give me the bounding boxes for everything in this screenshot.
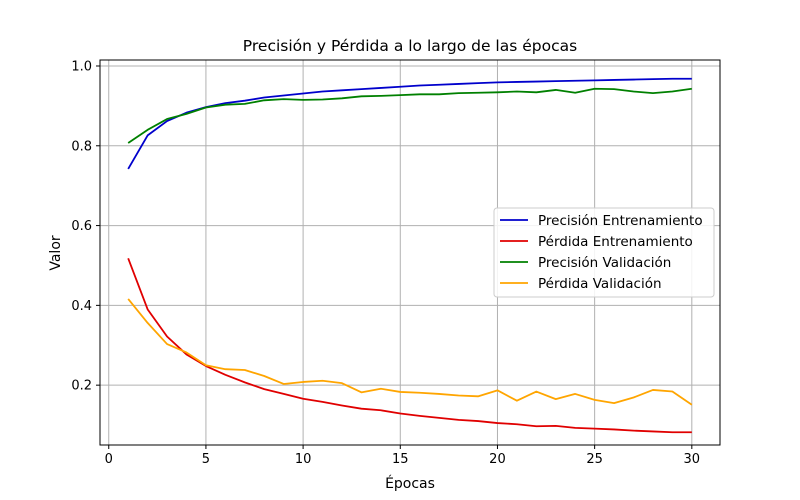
- x-axis-label: Épocas: [385, 475, 435, 492]
- x-tick-label: 10: [295, 452, 312, 467]
- x-tick-label: 5: [202, 452, 210, 467]
- x-tick-label: 25: [586, 452, 603, 467]
- y-tick-label: 0.6: [71, 219, 92, 234]
- legend: Precisión Entrenamiento Pérdida Entrenami…: [493, 207, 715, 298]
- y-tick-label: 0.8: [71, 139, 92, 154]
- x-tick-label: 30: [684, 452, 701, 467]
- legend-box: [493, 207, 715, 298]
- legend-label: Pérdida Entrenamiento: [538, 234, 693, 250]
- series-line-3: [127, 87, 692, 144]
- chart-title: Precisión y Pérdida a lo largo de las ép…: [243, 37, 577, 55]
- series-line-2: [127, 257, 692, 434]
- x-tick-label: 20: [489, 452, 506, 467]
- y-axis-label: Valor: [48, 235, 64, 271]
- series-line-4: [127, 298, 693, 406]
- x-tick-label: 15: [392, 452, 409, 467]
- y-tick-label: 0.4: [71, 299, 92, 314]
- axis-ticks: 0 5 10 15 20 25 30 0.2 0.4 0.6 0.8 1.0: [71, 59, 700, 467]
- y-tick-label: 1.0: [71, 59, 92, 74]
- series-lines: [127, 77, 693, 434]
- legend-label: Precisión Entrenamiento: [538, 213, 703, 229]
- plot-frame: [99, 59, 721, 446]
- series-line-1: [127, 77, 692, 170]
- legend-label: Precisión Validación: [538, 255, 671, 271]
- x-tick-label: 0: [105, 452, 113, 467]
- legend-label: Pérdida Validación: [538, 276, 662, 292]
- y-tick-label: 0.2: [71, 379, 92, 394]
